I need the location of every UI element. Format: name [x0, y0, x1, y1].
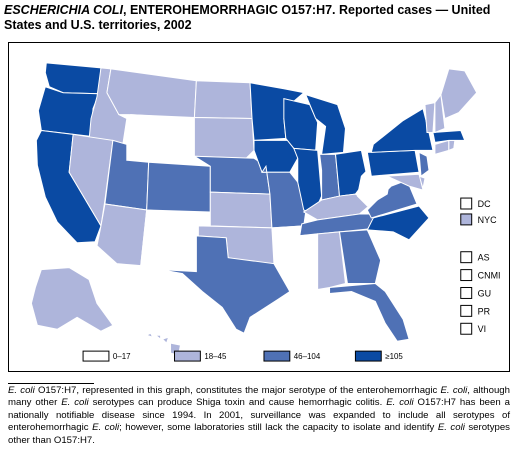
title-organism: ESCHERICHIA COLI: [4, 3, 123, 17]
state-az: [96, 203, 148, 267]
state-al: [317, 231, 347, 291]
state-ak: [30, 267, 114, 332]
state-ny: [370, 107, 434, 153]
legend-label: 18–45: [204, 352, 227, 361]
territory-label-pr: PR: [478, 306, 491, 316]
footnote: E. coli O157:H7, represented in this gra…: [8, 385, 510, 446]
state-me: [440, 68, 478, 120]
state-pa: [366, 149, 420, 177]
map-frame: DC NYC AS CNMI GU PR VI 0–17 18–45 46–104 ≥105: [8, 42, 510, 372]
territory-label-gu: GU: [478, 288, 491, 298]
us-map: DC NYC AS CNMI GU PR VI 0–17 18–45 46–104 ≥105: [30, 62, 501, 362]
state-tx: [160, 235, 291, 334]
territory-legend: DC NYC AS CNMI GU PR VI: [460, 197, 501, 335]
state-co: [146, 161, 211, 213]
state-la: [275, 259, 319, 304]
legend-label: ≥105: [385, 352, 403, 361]
territory-label-dc: DC: [478, 199, 491, 209]
state-mi: [304, 93, 346, 155]
territory-label-cnmi: CNMI: [478, 271, 501, 281]
legend-label: 0–17: [113, 352, 131, 361]
states-layer: [30, 62, 478, 356]
state-hi: [145, 332, 182, 356]
legend-swatch: [354, 350, 382, 362]
legend-swatch: [82, 350, 110, 362]
territory-label-nyc: NYC: [478, 215, 497, 225]
state-nh: [434, 93, 446, 134]
footnote-rule: [8, 383, 94, 384]
territory-box-vi: [460, 322, 473, 335]
state-ks: [209, 191, 273, 229]
map-title: ESCHERICHIA COLI, ENTEROHEMORRHAGIC O157…: [4, 3, 509, 33]
state-md: [387, 173, 424, 191]
state-nj: [418, 151, 430, 178]
territory-box-cnmi: [460, 269, 473, 282]
territory-box-nyc: [460, 213, 473, 226]
state-ms: [297, 233, 319, 290]
state-ma: [432, 129, 466, 143]
state-ga: [338, 229, 382, 285]
state-mt: [106, 68, 197, 119]
title-rest: , ENTEROHEMORRHAGIC O157:H7. Reported ca…: [4, 3, 491, 32]
territory-box-pr: [460, 304, 473, 317]
state-wy: [126, 114, 195, 165]
state-nc: [366, 205, 430, 241]
state-sd: [193, 117, 255, 159]
territory-box-dc: [460, 197, 473, 210]
territory-label-vi: VI: [478, 324, 486, 334]
state-fl: [329, 283, 410, 342]
territory-label-as: AS: [478, 253, 490, 263]
state-vt: [424, 102, 436, 133]
legend-label: 46–104: [294, 352, 321, 361]
legend-swatch: [174, 350, 201, 362]
state-ri: [448, 139, 456, 152]
territory-box-as: [460, 251, 473, 264]
state-nd: [193, 80, 253, 120]
state-nm: [140, 209, 199, 273]
territory-box-gu: [460, 287, 473, 299]
case-count-legend: 0–17 18–45 46–104 ≥105: [82, 350, 403, 362]
legend-swatch: [263, 350, 291, 362]
